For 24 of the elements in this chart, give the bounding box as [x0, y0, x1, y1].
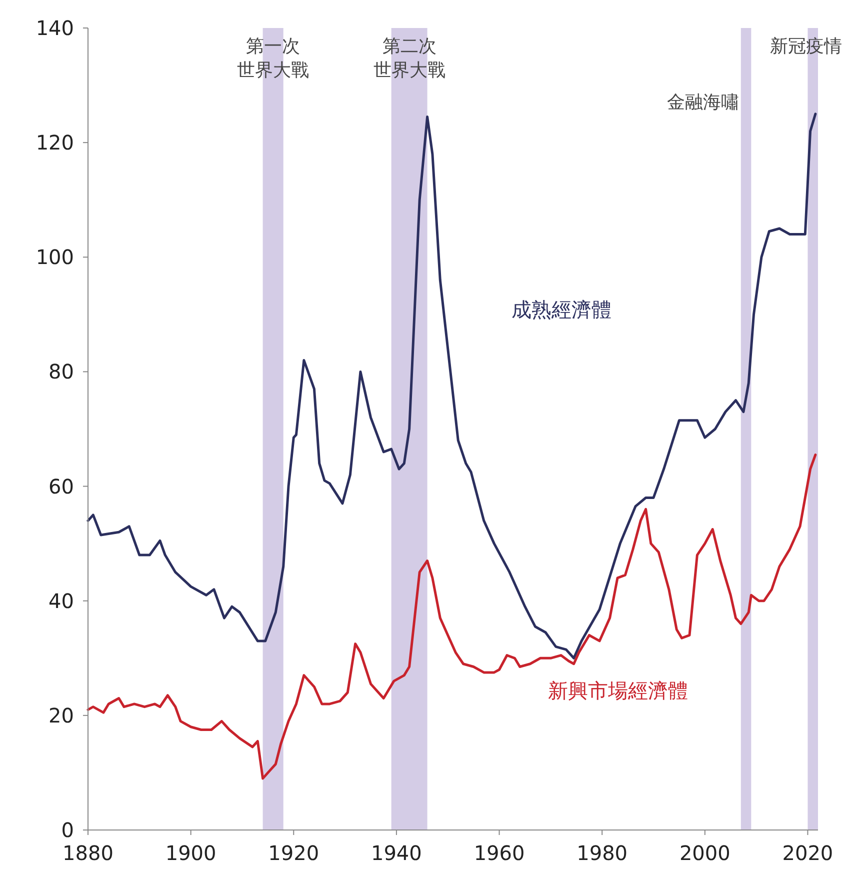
band-label: 第二次世界大戰: [373, 36, 446, 81]
x-tick-label: 1940: [371, 841, 422, 865]
y-tick-label: 20: [48, 703, 74, 728]
x-tick-label: 2020: [782, 841, 834, 865]
y-tick-label: 120: [36, 130, 74, 155]
x-tick-label: 1920: [268, 841, 320, 865]
band-label: 金融海嘯: [666, 92, 739, 113]
y-tick-label: 80: [48, 360, 74, 384]
x-tick-label: 1960: [474, 841, 525, 865]
x-tick-label: 1880: [62, 841, 114, 865]
band-label: 第一次世界大戰: [237, 36, 310, 81]
line-series: [86, 112, 817, 660]
x-tick-label: 2000: [679, 841, 730, 865]
band-label: 新冠疫情: [770, 36, 842, 57]
y-tick-label: 40: [48, 588, 74, 613]
y-tick-label: 0: [61, 818, 74, 842]
y-tick-label: 140: [36, 16, 74, 40]
y-tick-label: 100: [36, 245, 74, 270]
series-label: 新興市場經濟體: [548, 678, 688, 703]
x-tick-label: 1900: [165, 841, 216, 865]
line-series: [86, 454, 817, 780]
text: 成熟經濟體: [511, 298, 612, 322]
y-tick-label: 60: [48, 474, 74, 498]
x-tick-label: 1980: [576, 841, 628, 865]
